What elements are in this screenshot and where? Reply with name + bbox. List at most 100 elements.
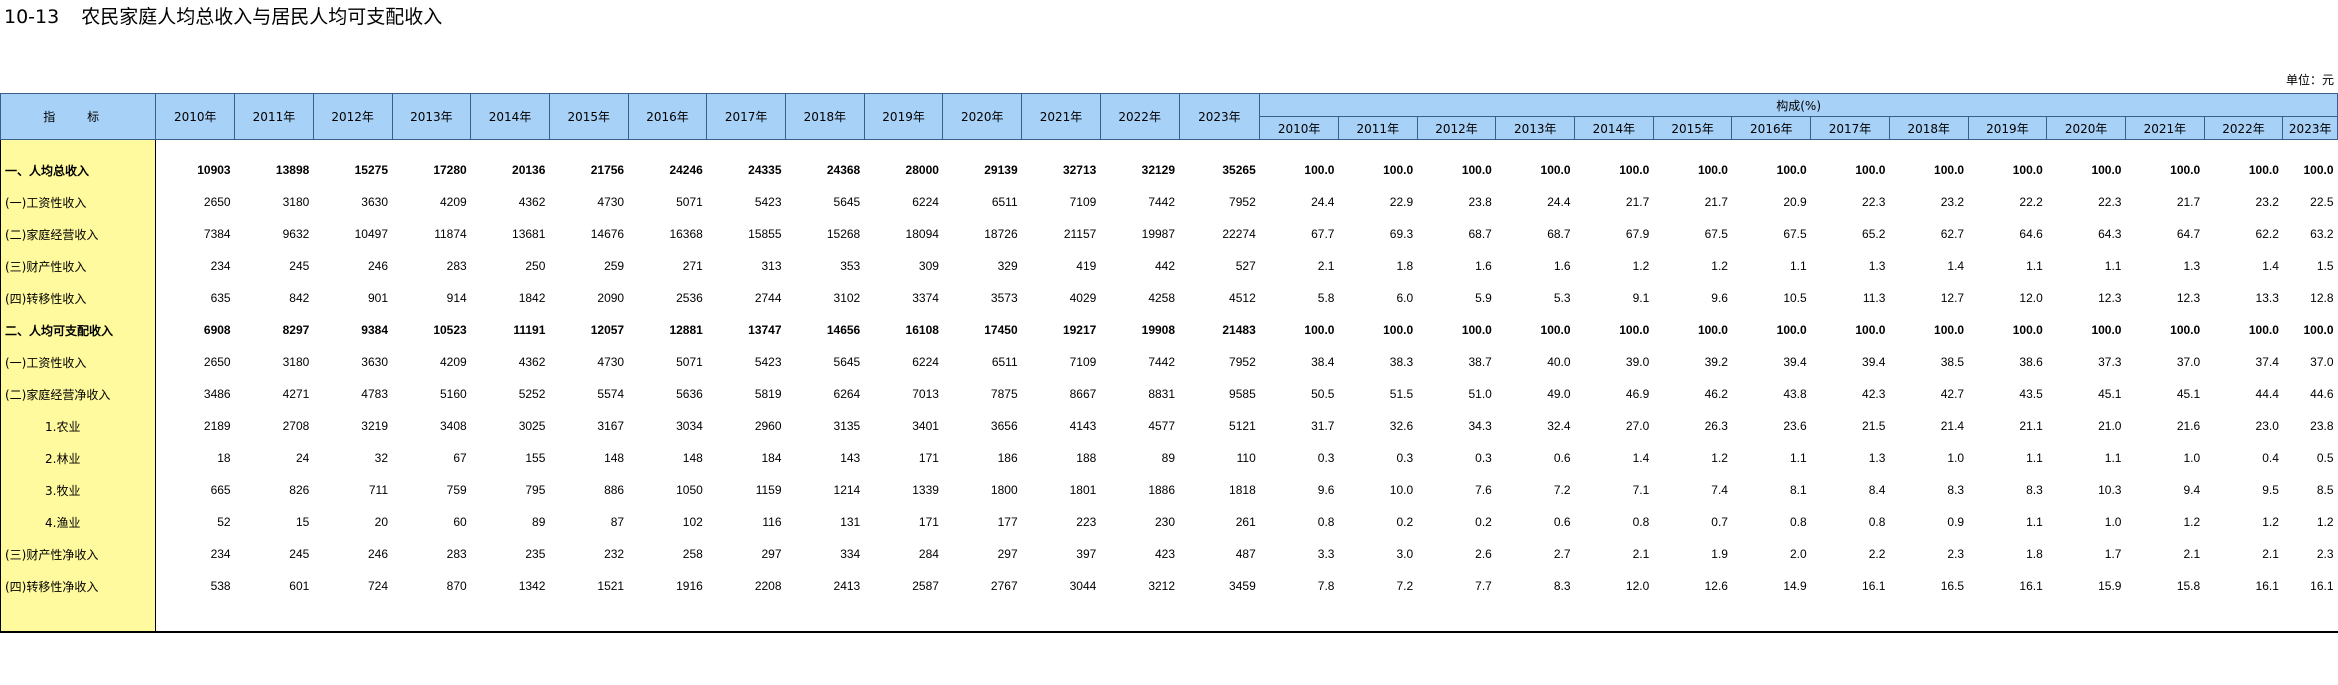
percent-cell: 51.0 [1468,387,1492,401]
value-cell: 3459 [1229,579,1256,593]
unit-label: 单位：元 [2285,73,2334,87]
padding-cell [1731,602,1811,633]
stub-padding [0,139,157,154]
percent-cell: 100.0 [1697,163,1728,177]
percent-cell: 23.8 [2310,419,2334,433]
value-cell: 353 [840,259,861,273]
composition-year-header: 2022年 [2203,116,2284,140]
value-cell: 13898 [275,163,310,177]
value-cell: 7442 [1148,195,1176,209]
value-cell: 11874 [434,227,467,241]
percent-cell: 21.0 [2098,419,2122,433]
value-cell: 9384 [361,323,388,337]
value-cell: 1339 [912,483,939,497]
value-cell: 171 [918,451,939,465]
value-cell: 20 [374,515,388,529]
percent-cell: 21.7 [1625,195,1650,209]
composition-year-header: 2011年 [1337,116,1418,140]
value-cell: 18 [217,451,231,465]
percent-cell: 12.0 [1625,579,1650,593]
value-cell: 271 [682,259,703,273]
percent-cell: 67.7 [1311,227,1335,241]
percent-cell: 1.0 [1947,451,1965,465]
percent-cell: 100.0 [1383,163,1414,177]
percent-cell: 23.6 [1783,419,1807,433]
value-cell: 5636 [676,387,703,401]
value-cell: 1801 [1069,483,1097,497]
value-cell: 334 [840,547,861,561]
value-cell: 14656 [826,323,861,337]
percent-cell: 1.1 [1789,451,1807,465]
padding-cell [549,602,629,633]
year-header: 2017年 [706,93,787,140]
padding-cell [1338,602,1418,633]
value-cell: 3401 [912,419,939,433]
percent-cell: 100.0 [2012,163,2043,177]
table-row: 一、人均总收入 10903 13898 15275 17280 20136 21756 242… [0,154,2338,186]
padding-cell [392,602,471,633]
percent-cell: 16.5 [1940,579,1965,593]
value-cell: 3044 [1069,579,1097,593]
percent-cell: 8.1 [1789,483,1807,497]
padding-cell [1496,140,1575,155]
percent-cell: 15.8 [2176,579,2201,593]
value-cell: 10497 [354,227,388,241]
year-header: 2020年 [942,93,1023,140]
value-cell: 5819 [754,387,782,401]
value-cell: 4209 [440,195,467,209]
value-cell: 32 [374,451,388,465]
value-cell: 67 [453,451,467,465]
row-label: (三)财产性净收入 [0,538,157,570]
value-cell: 188 [1076,451,1097,465]
percent-cell: 20.9 [1783,195,1807,209]
percent-cell: 21.5 [1862,419,1886,433]
year-header: 2018年 [785,93,865,140]
row-label: 2.林业 [0,442,157,474]
percent-cell: 1.5 [2316,259,2334,273]
value-cell: 283 [446,259,467,273]
percent-cell: 22.2 [2019,195,2043,209]
percent-cell: 100.0 [1855,323,1886,337]
percent-cell: 7.2 [1396,579,1414,593]
padding-cell [313,140,392,155]
value-cell: 1886 [1148,483,1176,497]
value-cell: 2189 [203,419,231,433]
value-cell: 442 [1155,259,1176,273]
value-cell: 1842 [518,291,546,305]
percent-cell: 100.0 [2170,323,2201,337]
value-cell: 148 [682,451,703,465]
value-cell: 397 [1076,547,1097,561]
padding-cell [392,140,471,155]
table-row: (三)财产性净收入 234 245 246 283 235 232 258 297 334 284 2… [0,538,2338,570]
padding-cell [2046,602,2126,633]
value-cell: 3374 [912,291,939,305]
value-cell: 24335 [748,163,782,177]
value-cell: 2536 [676,291,703,305]
percent-cell: 1.1 [2104,259,2122,273]
percent-cell: 68.7 [1547,227,1571,241]
value-cell: 2587 [912,579,939,593]
percent-cell: 68.7 [1468,227,1492,241]
table-title: 10-13 农民家庭人均总收入与居民人均可支配收入 [4,4,442,30]
percent-cell: 38.5 [1940,355,1965,369]
value-cell: 635 [210,291,231,305]
percent-cell: 8.3 [1947,483,1965,497]
percent-cell: 7.1 [1632,483,1650,497]
year-header: 2016年 [627,93,708,140]
percent-cell: 21.4 [1940,419,1965,433]
value-cell: 186 [997,451,1018,465]
value-cell: 177 [997,515,1018,529]
value-cell: 419 [1076,259,1097,273]
padding-cell [2125,140,2204,155]
value-cell: 283 [446,547,467,561]
percent-cell: 0.7 [1711,515,1728,529]
percent-cell: 1.2 [2262,515,2279,529]
padding-cell [1417,602,1496,633]
value-cell: 15855 [748,227,782,241]
percent-cell: 0.8 [1789,515,1807,529]
value-cell: 21157 [1063,227,1097,241]
percent-cell: 42.7 [1940,387,1965,401]
percent-cell: 11.3 [1862,291,1886,305]
percent-cell: 37.3 [2098,355,2122,369]
padding-cell [1495,602,1575,633]
